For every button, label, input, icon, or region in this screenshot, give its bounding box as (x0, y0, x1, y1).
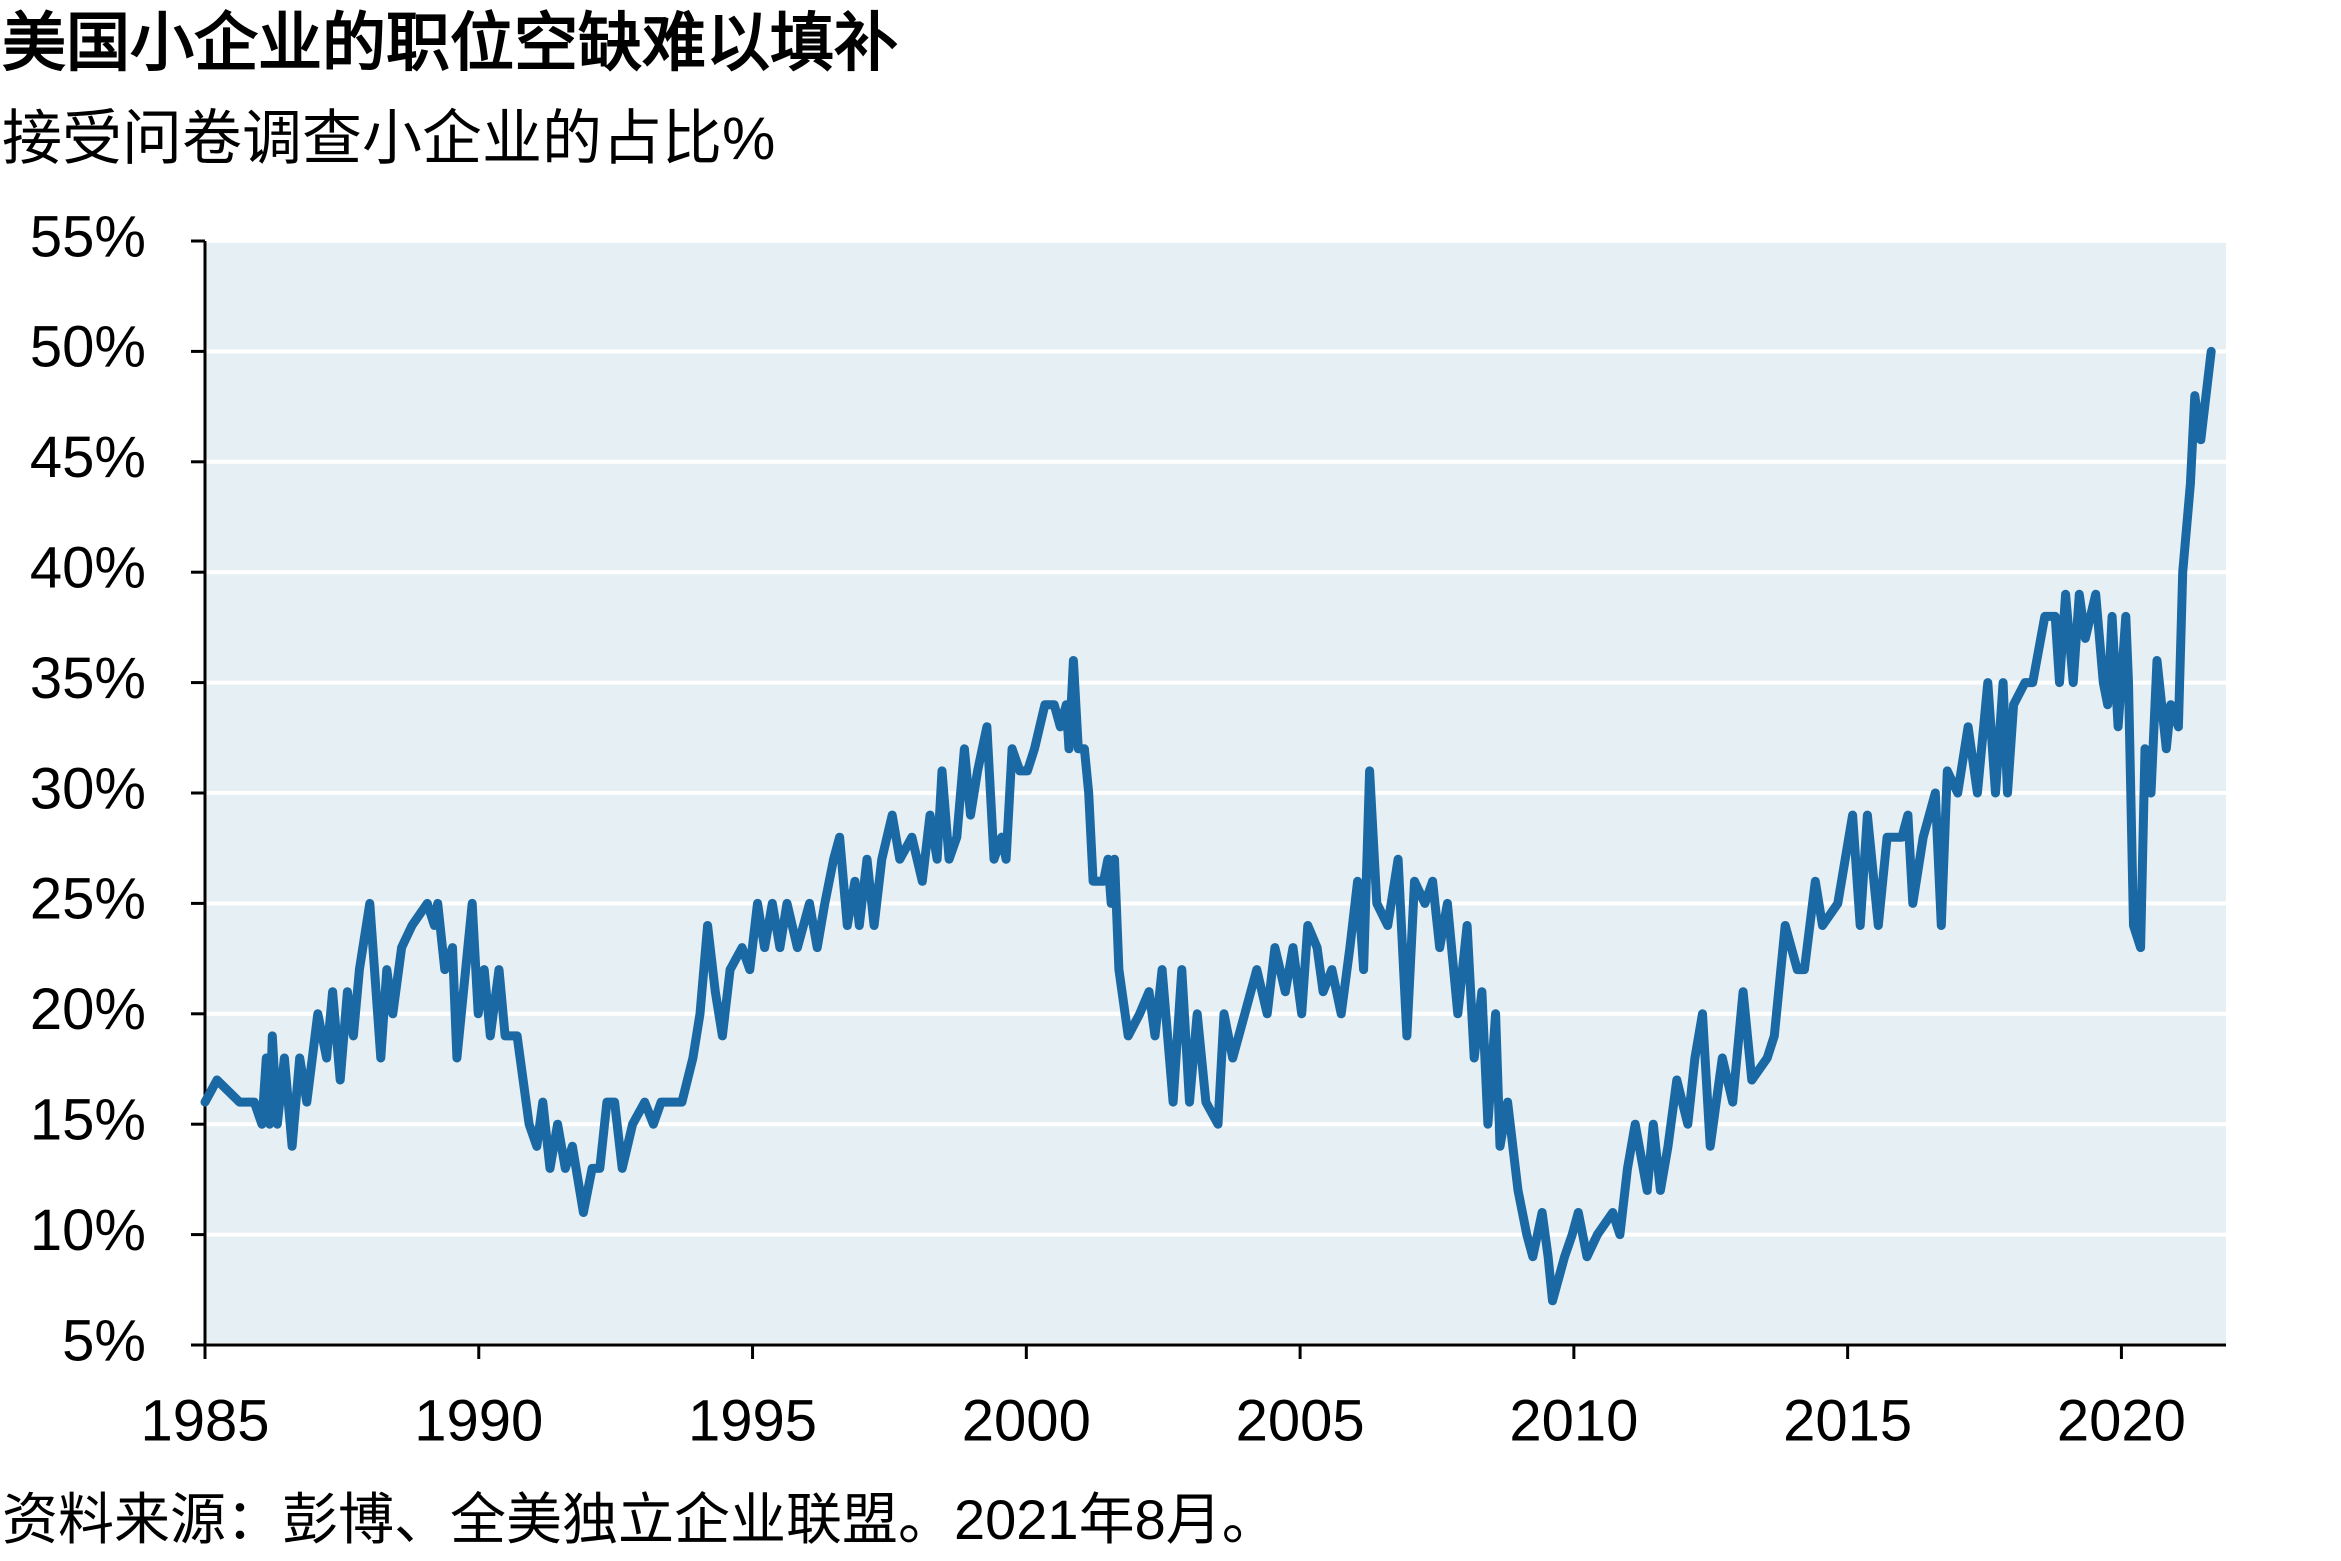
y-tick-label: 20% (30, 977, 146, 1042)
x-tick-label: 2005 (1236, 1388, 1365, 1453)
x-tick-label: 2015 (1783, 1388, 1912, 1453)
y-tick-label: 5% (62, 1308, 146, 1373)
y-tick-label: 40% (30, 536, 146, 601)
x-tick-label: 1985 (140, 1388, 269, 1453)
y-tick-label: 10% (30, 1198, 146, 1263)
y-tick-label: 30% (30, 756, 146, 821)
y-tick-label: 50% (30, 315, 146, 380)
y-tick-label: 45% (30, 425, 146, 490)
x-tick-label: 2020 (2057, 1388, 2186, 1453)
y-tick-label: 35% (30, 646, 146, 711)
x-tick-label: 2000 (962, 1388, 1091, 1453)
chart-subtitle: 接受问卷调查小企业的占比% (2, 105, 775, 172)
source-note: 资料来源：彭博、全美独立企业联盟。2021年8月。 (2, 1488, 1278, 1551)
y-tick-label: 55% (30, 204, 146, 269)
x-tick-label: 1990 (414, 1388, 543, 1453)
chart-title: 美国小企业的职位空缺难以填补 (2, 7, 898, 79)
x-tick-label: 2010 (1509, 1388, 1638, 1453)
x-tick-label: 1995 (688, 1388, 817, 1453)
y-tick-label: 25% (30, 867, 146, 932)
y-tick-label: 15% (30, 1088, 146, 1153)
data-line (200, 346, 2216, 1306)
